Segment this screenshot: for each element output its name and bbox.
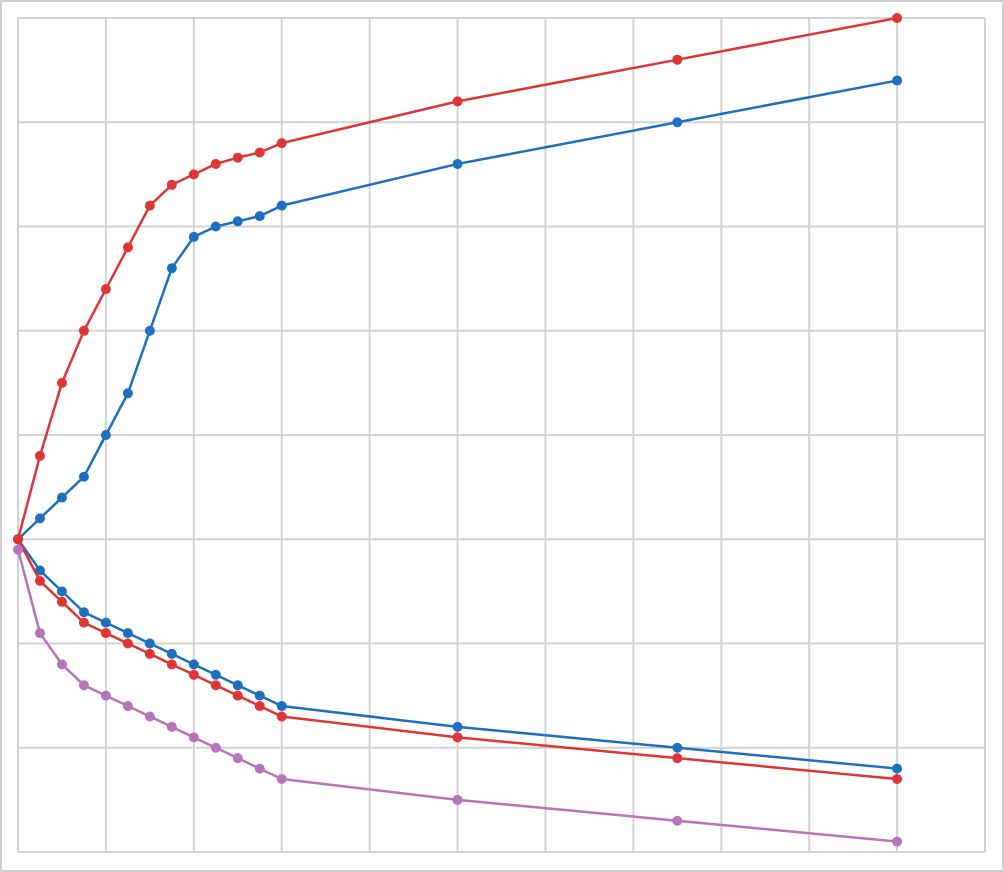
data-point bbox=[672, 815, 683, 826]
data-point bbox=[232, 152, 243, 163]
data-point bbox=[122, 242, 133, 253]
data-point bbox=[56, 377, 67, 388]
data-point bbox=[232, 690, 243, 701]
data-point bbox=[13, 534, 23, 545]
data-point bbox=[78, 471, 89, 482]
data-point bbox=[210, 669, 221, 680]
data-point bbox=[78, 607, 89, 618]
data-point bbox=[166, 648, 177, 659]
data-point bbox=[122, 628, 133, 639]
data-point bbox=[254, 211, 265, 222]
data-point bbox=[188, 659, 199, 670]
data-point bbox=[144, 648, 155, 659]
data-point bbox=[144, 325, 155, 336]
data-point bbox=[452, 732, 463, 743]
data-point bbox=[188, 669, 199, 680]
data-point bbox=[122, 638, 133, 649]
data-point bbox=[672, 54, 683, 65]
data-point bbox=[672, 753, 683, 764]
data-point bbox=[232, 753, 243, 764]
data-point bbox=[166, 179, 177, 190]
series-line bbox=[16, 538, 898, 781]
data-point bbox=[276, 774, 287, 785]
data-point bbox=[166, 721, 177, 732]
data-point bbox=[144, 711, 155, 722]
data-point bbox=[56, 659, 67, 670]
data-point bbox=[232, 216, 243, 227]
data-point bbox=[452, 794, 463, 805]
data-point bbox=[210, 221, 221, 232]
data-point bbox=[13, 544, 23, 555]
series-line bbox=[16, 538, 898, 770]
data-point bbox=[56, 586, 67, 597]
data-point bbox=[892, 774, 903, 785]
series-line bbox=[17, 79, 898, 541]
data-point bbox=[144, 200, 155, 211]
data-point bbox=[892, 75, 903, 86]
data-point bbox=[188, 732, 199, 743]
data-point bbox=[672, 742, 683, 753]
data-point bbox=[254, 147, 265, 158]
data-point bbox=[672, 117, 683, 128]
data-point bbox=[188, 231, 199, 242]
series-line bbox=[16, 16, 898, 540]
data-point bbox=[254, 763, 265, 774]
data-point bbox=[56, 492, 67, 503]
data-point bbox=[254, 701, 265, 712]
data-point bbox=[188, 169, 199, 180]
data-point bbox=[144, 638, 155, 649]
data-point bbox=[276, 711, 287, 722]
data-point bbox=[254, 690, 265, 701]
data-point bbox=[78, 680, 89, 691]
data-point bbox=[100, 430, 111, 440]
data-point bbox=[210, 680, 221, 691]
data-point bbox=[166, 659, 177, 670]
data-point bbox=[276, 200, 287, 211]
data-point bbox=[452, 96, 463, 107]
data-point bbox=[122, 388, 133, 399]
data-point bbox=[210, 158, 221, 169]
data-point bbox=[100, 284, 111, 295]
data-point bbox=[892, 763, 903, 774]
data-point bbox=[78, 617, 89, 628]
data-point bbox=[100, 690, 111, 701]
data-point bbox=[34, 513, 45, 524]
data-point bbox=[122, 701, 133, 712]
data-point bbox=[452, 158, 463, 169]
data-point bbox=[34, 565, 45, 576]
data-point bbox=[166, 263, 177, 274]
data-point bbox=[78, 325, 89, 336]
data-point bbox=[892, 836, 903, 847]
data-point bbox=[34, 575, 45, 586]
data-point bbox=[892, 13, 903, 23]
data-point bbox=[56, 596, 67, 607]
data-point bbox=[276, 701, 287, 712]
data-point bbox=[232, 680, 243, 691]
data-point bbox=[34, 450, 45, 461]
data-point bbox=[34, 628, 45, 639]
data-point bbox=[210, 742, 221, 753]
data-point bbox=[276, 138, 287, 149]
data-point bbox=[452, 721, 463, 732]
data-point bbox=[100, 628, 111, 639]
data-point bbox=[100, 617, 111, 628]
series-line bbox=[16, 549, 898, 843]
